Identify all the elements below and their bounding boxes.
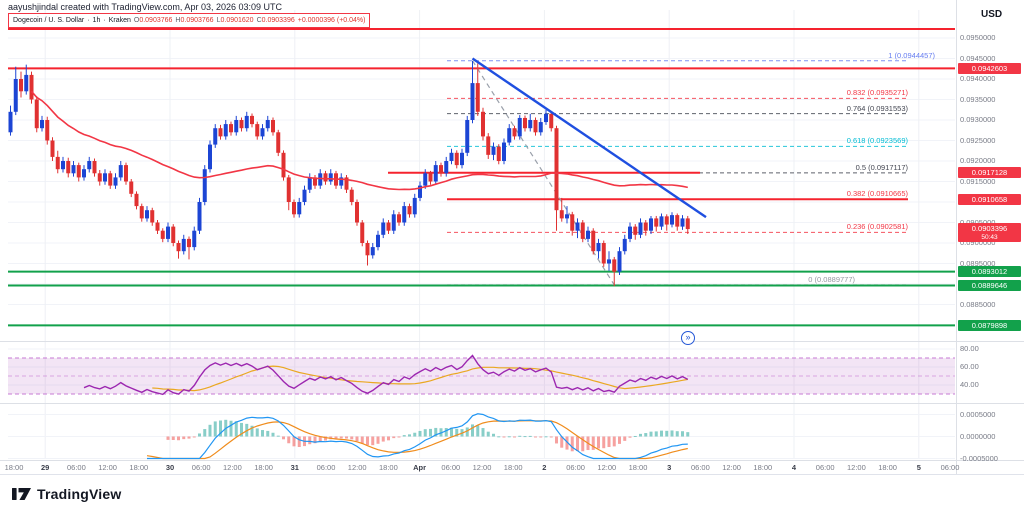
currency-label: USD	[981, 9, 1003, 20]
macd-axis-tick: -0.0005000	[960, 453, 998, 463]
time-axis-label: 06:00	[691, 463, 710, 472]
legend-separator: ·	[103, 17, 106, 24]
price-axis-tick: 0.0915000	[960, 176, 996, 186]
time-axis-label: 12:00	[347, 463, 367, 472]
time-axis-label: 06:00	[67, 463, 86, 472]
fib-level-label: 0.382 (0.0910665)	[846, 189, 908, 199]
price-badge: 0.0893012	[958, 266, 1021, 278]
tradingview-logo[interactable]: TradingView	[12, 486, 121, 502]
time-axis-label: 06:00	[441, 463, 461, 472]
fib-level-label: 0.618 (0.0923569)	[846, 136, 908, 146]
time-axis-label: 18:00	[254, 463, 273, 472]
time-axis-label: 29	[41, 463, 50, 472]
fib-level-label: 0.764 (0.0931553)	[846, 103, 908, 113]
time-axis-label: 12:00	[847, 463, 866, 472]
price-badge: 0.0889646	[958, 279, 1021, 291]
rsi-axis-tick: 60.00	[960, 362, 979, 371]
time-axis-label: 12:00	[722, 463, 741, 472]
price-badge: 0.0917128	[958, 167, 1021, 179]
price-axis-tick: 0.0920000	[960, 156, 996, 165]
time-axis-label: 06:00	[566, 463, 585, 472]
footer-bar: TradingView	[0, 474, 1024, 512]
time-axis-label: 18:00	[753, 463, 773, 472]
price-axis-tick: 0.0950000	[960, 33, 996, 42]
time-axis-label: 3	[667, 463, 672, 472]
close-value: C 0.0903396	[256, 17, 295, 24]
time-axis-label: 18:00	[4, 463, 24, 472]
time-axis-label: 31	[290, 463, 299, 472]
time-axis-label: 12:00	[223, 463, 242, 472]
macd-axis-tick: 0.0000000	[960, 431, 996, 441]
time-axis-label: 12:00	[98, 463, 117, 472]
time-axis-label: 18:00	[129, 463, 149, 472]
exchange-label: Kraken	[108, 17, 131, 24]
time-axis-label: 06:00	[191, 463, 211, 472]
bar-countdown: 50:43	[981, 234, 998, 242]
price-badge: 0.0910658	[958, 193, 1021, 205]
price-badge: 0.0903396 50:43	[958, 223, 1021, 243]
time-axis-label: 12:00	[472, 463, 492, 472]
price-axis-tick: 0.0885000	[960, 299, 996, 309]
time-axis-label: 18:00	[628, 463, 648, 472]
time-axis-label: Apr	[413, 463, 427, 472]
price-axis-tick: 0.0930000	[960, 115, 996, 124]
legend-separator: ·	[87, 17, 90, 24]
rsi-axis-tick: 40.00	[960, 380, 979, 389]
tradingview-logo-text: TradingView	[37, 485, 122, 502]
price-axis-tick: 0.0905000	[960, 217, 996, 227]
time-axis-label: 30	[165, 463, 175, 472]
open-value: O 0.0903766	[133, 17, 173, 24]
fib-level-label: 0.236 (0.0902581)	[846, 222, 908, 232]
price-axis-tick: 0.0925000	[960, 135, 996, 145]
time-axis-label: 06:00	[940, 463, 960, 472]
price-badge: 0.0942603	[958, 62, 1021, 74]
price-badge: 0.0879898	[958, 319, 1021, 331]
rsi-axis-tick: 80.00	[960, 344, 979, 353]
price-axis-tick: 0.0940000	[960, 74, 996, 83]
price-axis-tick: 0.0945000	[960, 53, 996, 63]
time-axis-label: 12:00	[597, 463, 617, 472]
time-axis-label: 2	[542, 463, 547, 472]
change-value: +0.0000396 (+0.04%)	[297, 17, 366, 24]
time-axis-label: 06:00	[316, 463, 336, 472]
time-axis-label: 5	[916, 463, 921, 472]
go-to-realtime-button[interactable]: »	[681, 331, 695, 345]
price-axis-tick: 0.0895000	[960, 258, 996, 268]
fib-level-label: 1 (0.0944457)	[888, 50, 935, 60]
attribution-text: aayushjindal created with TradingView.co…	[8, 2, 282, 12]
time-axis-label: 18:00	[379, 463, 398, 472]
high-value: H 0.0903766	[175, 17, 214, 24]
fib-level-label: 0.832 (0.0935271)	[846, 88, 908, 98]
time-axis-label: 18:00	[503, 463, 523, 472]
macd-axis-tick: 0.0005000	[960, 409, 996, 419]
price-axis-tick: 0.0935000	[960, 94, 996, 104]
tradingview-logo-icon	[12, 488, 31, 500]
fib-level-label: 0.5 (0.0917117)	[855, 162, 908, 172]
time-axis-label: 18:00	[878, 463, 897, 472]
time-axis-label: 06:00	[815, 463, 835, 472]
low-value: L 0.0901620	[216, 17, 254, 24]
price-axis-tick: 0.0900000	[960, 238, 996, 247]
symbol-title: Dogecoin / U. S. Dollar	[13, 17, 85, 24]
time-axis-label: 4	[791, 463, 797, 472]
fib-level-label: 0 (0.0889777)	[808, 274, 855, 284]
interval-label: 1h	[92, 17, 101, 24]
